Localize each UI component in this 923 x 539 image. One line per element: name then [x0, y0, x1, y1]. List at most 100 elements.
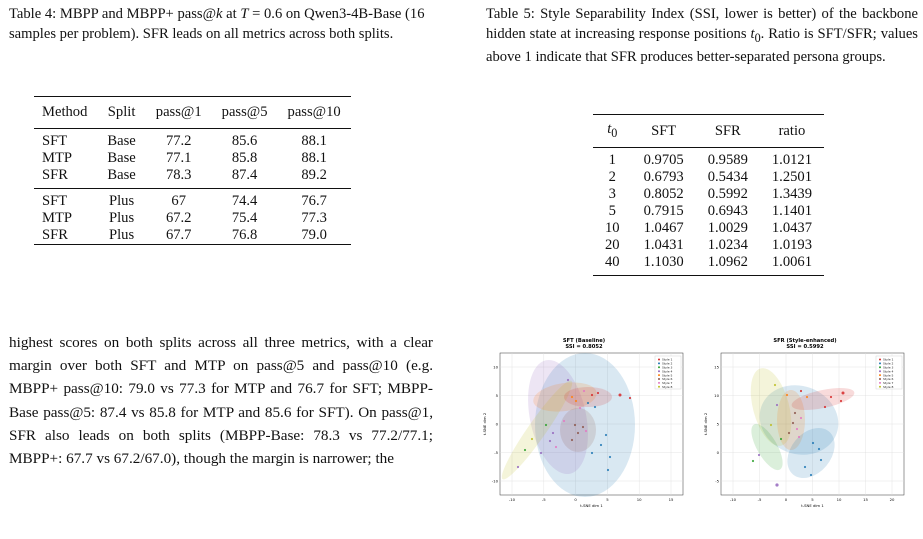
scatter-point — [562, 419, 566, 423]
legend-marker — [879, 385, 881, 388]
cluster-ellipse — [560, 408, 596, 452]
legend-marker — [879, 358, 881, 361]
t5-cell: 1.1401 — [771, 203, 813, 219]
scatter-point — [769, 423, 773, 427]
cluster-ellipse — [535, 353, 635, 497]
t5-row: 2 0.6793 0.5434 1.2501 — [593, 169, 824, 186]
t4-row: SFR Base 78.3 87.4 89.2 — [34, 167, 351, 189]
scatter-point — [551, 431, 555, 435]
x-tick-label: 10 — [637, 497, 642, 502]
y-tick-label: 0 — [717, 450, 720, 455]
x-tick-label: 15 — [863, 497, 868, 502]
scatter-point — [805, 395, 809, 399]
t4-row-cell: MTP — [42, 210, 73, 226]
cluster-ellipse — [777, 390, 805, 450]
scatter-point — [573, 423, 577, 427]
t5-cell: 1 — [608, 152, 616, 168]
t5-cell: 0.6943 — [707, 203, 748, 219]
scatter-point — [584, 429, 588, 433]
scatter-point — [618, 393, 622, 397]
t5-cell: 1.0962 — [707, 254, 748, 270]
t4-row-cell: SFT — [34, 188, 98, 210]
legend-label: Style 5 — [662, 373, 672, 377]
scatter-point — [554, 445, 558, 449]
cluster-ellipse — [787, 427, 835, 479]
scatter-point — [566, 378, 570, 382]
scatter-point — [839, 399, 843, 403]
t4-row-cell: MTP — [42, 150, 73, 166]
y-tick-label: -10 — [492, 478, 499, 483]
x-tick-label: 10 — [837, 497, 842, 502]
t5-cell: 0.9589 — [707, 152, 748, 168]
legend-label: Style 7 — [883, 381, 893, 385]
t5-cell: 1.0029 — [707, 220, 748, 236]
t4-row-cell: 67.7 — [165, 227, 192, 243]
scatter-point — [516, 465, 520, 469]
t5-cell: 1.0121 — [771, 152, 813, 168]
tsne-panel-sft: SFT (Baseline)SSI = 0.8052 -10 -5 0 5 10 15 10 5… — [482, 338, 684, 508]
t4-row: MTP Base 77.1 85.8 88.1 — [34, 150, 351, 167]
scatter-point — [791, 421, 795, 425]
legend-label: Style 4 — [662, 369, 672, 373]
t4-row-cell: 89.2 — [301, 167, 327, 183]
t4-row-cell: Plus — [109, 210, 135, 226]
scatter-point — [779, 437, 783, 441]
legend-marker — [658, 378, 660, 380]
t5-cell: 1.0061 — [771, 254, 813, 270]
legend-label: Style 3 — [883, 366, 893, 370]
t4-row-cell: Plus — [109, 227, 135, 243]
legend-marker — [658, 370, 660, 373]
table4: Method Split pass@1 pass@5 pass@10 SFT Ba… — [34, 96, 351, 245]
scatter-point — [809, 473, 813, 477]
panel-title: SFR (Style-enhanced) — [773, 338, 836, 344]
t5-cell: 0.5992 — [707, 186, 748, 202]
scatter-point — [599, 443, 603, 447]
t5-cell: 1.2501 — [771, 169, 813, 185]
scatter-point — [523, 448, 527, 452]
t5-cell: 1.0193 — [771, 237, 813, 253]
x-tick-label: 0 — [574, 497, 577, 502]
t4-row-cell: 85.8 — [231, 150, 258, 166]
tsne-panel-sfr: SFR (Style-enhanced)SSI = 0.5992 -10 -5 0 5 1… — [703, 338, 905, 508]
t5-cell: 2 — [608, 169, 616, 185]
scatter-point — [799, 389, 803, 393]
cluster-ellipse — [791, 387, 855, 411]
legend-marker — [879, 374, 881, 377]
scatter-point — [775, 403, 779, 407]
x-tick-label: 5 — [606, 497, 609, 502]
scatter-point — [773, 383, 777, 387]
t5-cell: 5 — [608, 203, 616, 219]
t4-row-cell: 79.0 — [301, 227, 327, 243]
t5-row: 5 0.7915 0.6943 1.1401 — [593, 203, 824, 220]
scatter-point — [793, 411, 797, 415]
t5-cell: 1.3439 — [771, 186, 813, 202]
t4-row-cell: 76.7 — [277, 188, 351, 210]
t5-cell: 20 — [605, 237, 620, 253]
legend-label: Style 6 — [662, 377, 672, 381]
t4-row-cell: Base — [107, 150, 136, 166]
x-tick-label: -5 — [758, 497, 762, 502]
t4-row-cell: 74.4 — [211, 188, 278, 210]
scatter-point — [608, 455, 612, 459]
t5-row: 10 1.0467 1.0029 1.0437 — [593, 220, 824, 237]
t4-row-cell: Base — [107, 133, 136, 149]
legend-label: Style 2 — [662, 362, 672, 366]
x-tick-label: 15 — [669, 497, 674, 502]
table5-caption: Table 5: Style Separability Index (SSI, … — [486, 6, 918, 66]
t4-row: MTP Plus 67.2 75.4 77.3 — [34, 210, 351, 227]
scatter-point — [581, 425, 585, 429]
cluster-ellipse — [759, 385, 839, 455]
t4-header: Split — [107, 104, 136, 120]
t4-row: SFR Plus 67.7 76.8 79.0 — [34, 227, 351, 245]
t5-cell: 0.7915 — [643, 203, 684, 219]
t4-row-cell: 88.1 — [301, 133, 327, 149]
scatter-point — [586, 401, 590, 405]
y-tick-label: 5 — [496, 393, 499, 398]
scatter-point — [590, 451, 594, 455]
t4-row-cell: SFR — [42, 227, 68, 243]
legend-label: Style 1 — [883, 358, 893, 362]
t5-row: 20 1.0431 1.0234 1.0193 — [593, 237, 824, 254]
legend-marker — [658, 381, 660, 384]
t5-cell: 1.0431 — [643, 237, 684, 253]
x-axis-label: t-SNE dim 1 — [580, 503, 603, 508]
